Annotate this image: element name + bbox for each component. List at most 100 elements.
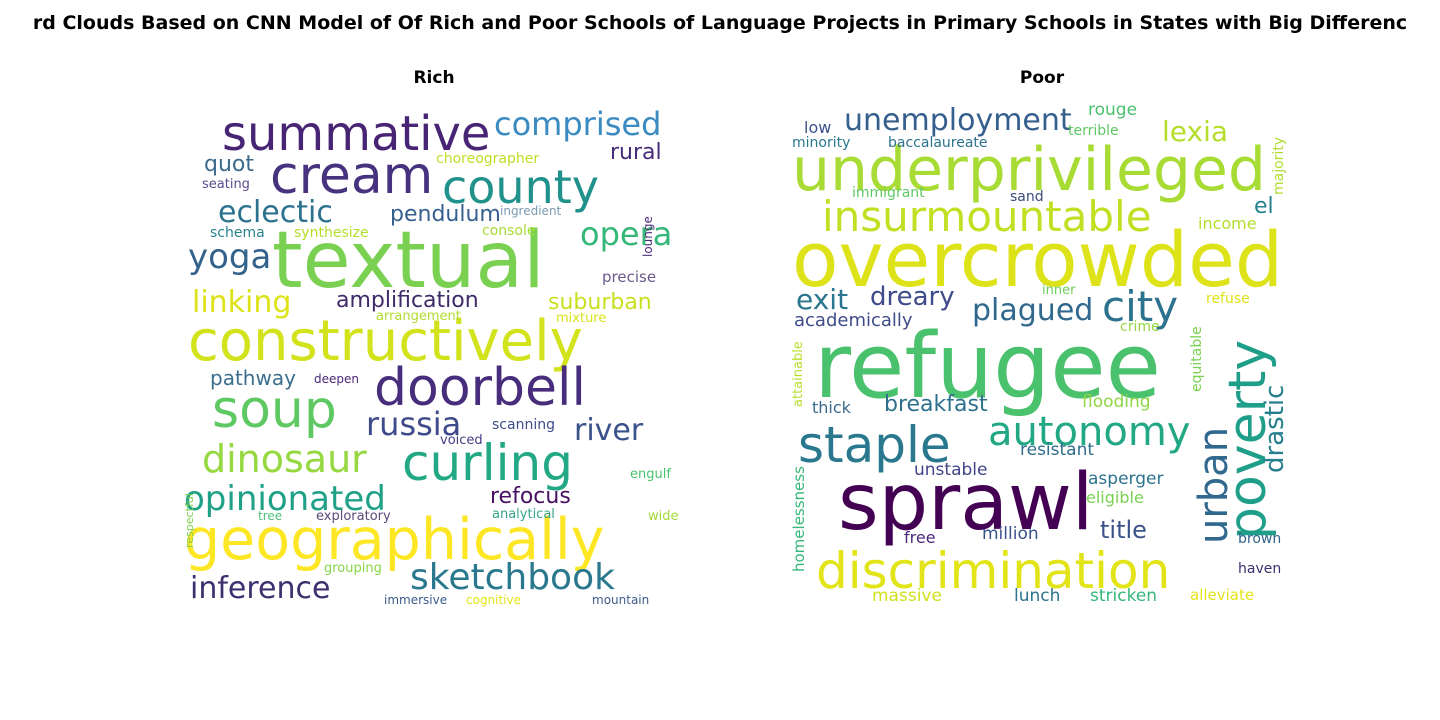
word-brown: brown	[1238, 531, 1282, 547]
word-pathway: pathway	[210, 366, 296, 390]
word-alleviate: alleviate	[1190, 586, 1255, 604]
rich-word-cloud: textual constructively geographically doorb…	[184, 100, 684, 610]
word-baccalaureate: baccalaureate	[888, 135, 988, 151]
word-quot: quot	[204, 152, 254, 177]
word-yoga: yoga	[188, 237, 272, 277]
word-rural: rural	[610, 140, 662, 165]
word-refugee: refugee	[814, 314, 1161, 419]
word-autonomy: autonomy	[988, 409, 1191, 455]
word-drastic: drastic	[1260, 384, 1290, 473]
word-stricken: stricken	[1090, 586, 1158, 606]
word-plagued: plagued	[972, 293, 1094, 328]
word-russia: russia	[366, 405, 462, 443]
word-lexia: lexia	[1162, 115, 1229, 148]
word-resistant: resistant	[1020, 440, 1095, 460]
word-seating: seating	[202, 177, 250, 192]
word-scanning: scanning	[492, 417, 555, 433]
word-overcrowded: overcrowded	[792, 215, 1284, 304]
word-rouge: rouge	[1088, 100, 1138, 120]
word-urban: urban	[1191, 426, 1237, 544]
word-insurmountable: insurmountable	[822, 192, 1152, 241]
word-unemployment: unemployment	[844, 103, 1072, 138]
word-staple: staple	[798, 416, 951, 474]
word-massive: massive	[872, 586, 942, 606]
word-lunch: lunch	[1014, 586, 1061, 606]
word-minority: minority	[792, 135, 851, 151]
word-academically: academically	[794, 310, 913, 331]
word-tree: tree	[258, 509, 283, 523]
word-river: river	[574, 413, 644, 448]
word-refuse: refuse	[1206, 291, 1250, 307]
word-exploratory: exploratory	[316, 509, 391, 524]
word-inner: inner	[1042, 283, 1076, 298]
word-unstable: unstable	[914, 460, 988, 480]
word-discrimination: discrimination	[816, 542, 1171, 600]
word-mountain: mountain	[592, 593, 650, 607]
word-attainable: attainable	[792, 340, 806, 407]
word-title: title	[1100, 516, 1147, 544]
word-synthesize: synthesize	[294, 225, 369, 241]
word-crime: crime	[1120, 319, 1160, 335]
word-el: el	[1254, 194, 1274, 219]
word-eclectic: eclectic	[218, 195, 333, 230]
word-schema: schema	[210, 225, 265, 241]
word-sketchbook: sketchbook	[410, 557, 615, 598]
word-refocus: refocus	[490, 484, 571, 509]
word-opinionated: opinionated	[184, 479, 386, 519]
word-lounge: lounge	[641, 215, 655, 257]
word-low: low	[804, 118, 832, 137]
word-amplification: amplification	[336, 288, 479, 313]
word-engulf: engulf	[630, 467, 671, 482]
word-free: free	[904, 528, 936, 547]
word-income: income	[1198, 214, 1257, 233]
word-mixture: mixture	[556, 311, 607, 326]
word-breakfast: breakfast	[884, 392, 988, 417]
word-cognitive: cognitive	[466, 593, 522, 607]
word-city: city	[1102, 282, 1179, 331]
word-choreographer: choreographer	[436, 151, 540, 167]
word-million: million	[982, 524, 1039, 544]
word-pendulum: pendulum	[390, 202, 501, 227]
word-comprised: comprised	[494, 105, 662, 143]
word-flooding: flooding	[1082, 392, 1151, 412]
word-dreary: dreary	[870, 282, 955, 312]
word-opera: opera	[580, 215, 673, 253]
word-geographically: geographically	[184, 507, 605, 573]
word-exit: exit	[796, 283, 849, 316]
word-sand: sand	[1010, 189, 1044, 205]
word-deepen: deepen	[314, 372, 359, 386]
word-soup: soup	[212, 380, 337, 440]
word-underprivileged: underprivileged	[792, 135, 1266, 205]
word-thick: thick	[812, 398, 851, 417]
word-dinosaur: dinosaur	[202, 437, 367, 481]
word-linking: linking	[192, 285, 292, 320]
word-immersive: immersive	[384, 593, 448, 607]
word-summative: summative	[222, 106, 491, 162]
word-county: county	[442, 160, 600, 214]
poor-word-cloud: overcrowded refugee underprivileged sprawl i…	[792, 100, 1292, 610]
word-doorbell: doorbell	[374, 358, 586, 418]
word-precise: precise	[602, 268, 657, 286]
word-haven: haven	[1238, 561, 1282, 577]
word-grouping: grouping	[324, 561, 382, 576]
word-suburban: suburban	[548, 290, 652, 315]
word-cream: cream	[270, 146, 434, 206]
word-wide: wide	[648, 509, 679, 524]
word-equitable: equitable	[1189, 326, 1205, 393]
word-inference: inference	[190, 571, 331, 606]
word-sprawl: sprawl	[838, 458, 1094, 548]
word-majority: majority	[1271, 137, 1287, 196]
word-ingredient: ingredient	[500, 204, 562, 218]
word-console: console	[482, 223, 536, 239]
word-eligible: eligible	[1086, 488, 1144, 507]
word-analytical: analytical	[492, 507, 555, 522]
word-homelessness: homelessness	[792, 465, 808, 572]
word-immigrant: immigrant	[852, 185, 925, 201]
word-textual: textual	[272, 216, 545, 306]
word-voiced: voiced	[440, 433, 483, 448]
word-constructively: constructively	[188, 309, 583, 374]
figure-title: rd Clouds Based on CNN Model of Of Rich …	[32, 12, 1408, 34]
word-asperger: asperger	[1088, 469, 1164, 489]
word-terrible: terrible	[1068, 123, 1119, 139]
